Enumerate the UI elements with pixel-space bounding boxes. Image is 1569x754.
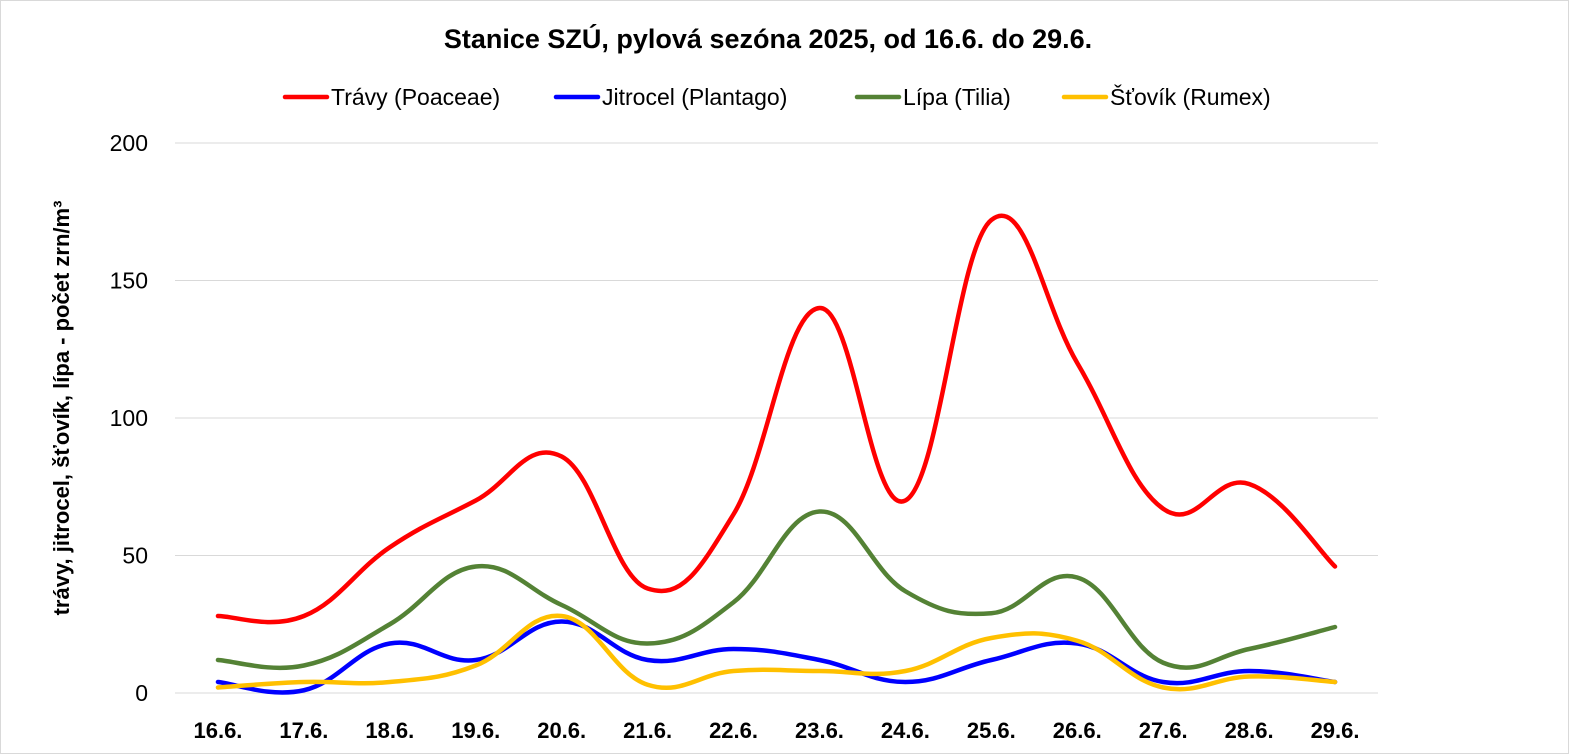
series-line-4 xyxy=(215,613,1338,692)
series-line-2 xyxy=(215,619,1338,695)
y-tick-label: 0 xyxy=(135,680,148,706)
legend-label: Šťovík (Rumex) xyxy=(1110,83,1271,110)
y-tick-label: 100 xyxy=(110,405,148,431)
gridlines xyxy=(175,142,1378,694)
legend-label: Jitrocel (Plantago) xyxy=(602,84,787,110)
x-axis-ticks: 16.6. 17.6. 18.6. 19.6. 20.6. 21.6. 22.6. 23.6.… xyxy=(193,718,1359,743)
legend-label: Lípa (Tilia) xyxy=(903,84,1011,110)
x-tick-label: 17.6. xyxy=(279,718,328,743)
y-axis-label: trávy, jitrocel, šťovík, lípa - počet zr… xyxy=(49,201,74,616)
chart-title: Stanice SZÚ, pylová sezóna 2025, od 16.6… xyxy=(444,23,1092,54)
x-tick-label: 16.6. xyxy=(193,718,242,743)
x-tick-label: 24.6. xyxy=(881,718,930,743)
x-tick-label: 28.6. xyxy=(1225,718,1274,743)
x-tick-label: 18.6. xyxy=(365,718,414,743)
x-tick-label: 25.6. xyxy=(967,718,1016,743)
series-line-1 xyxy=(215,213,1338,625)
series-lines xyxy=(215,213,1338,695)
x-tick-label: 22.6. xyxy=(709,718,758,743)
x-tick-label: 29.6. xyxy=(1311,718,1360,743)
x-tick-label: 21.6. xyxy=(623,718,672,743)
y-tick-label: 200 xyxy=(110,130,148,156)
x-tick-label: 23.6. xyxy=(795,718,844,743)
y-tick-label: 150 xyxy=(110,268,148,294)
y-axis-ticks: 0 50 100 150 200 xyxy=(110,130,148,706)
x-tick-label: 20.6. xyxy=(537,718,586,743)
x-tick-label: 26.6. xyxy=(1053,718,1102,743)
series-line-3 xyxy=(215,509,1338,671)
legend: Trávy (Poaceae) Jitrocel (Plantago) Lípa (… xyxy=(282,83,1271,110)
x-tick-label: 19.6. xyxy=(451,718,500,743)
y-tick-label: 50 xyxy=(122,543,148,569)
legend-label: Trávy (Poaceae) xyxy=(331,84,500,110)
x-tick-label: 27.6. xyxy=(1139,718,1188,743)
